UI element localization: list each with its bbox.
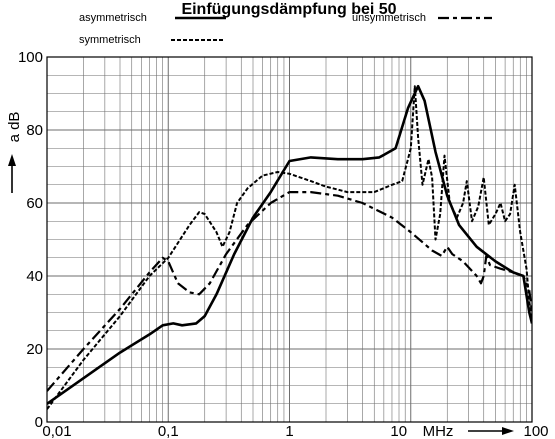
x-tick-label: 0,1 (158, 423, 179, 439)
chart-title: Einfügungsdämpfung bei 50 (181, 1, 396, 18)
x-tick-label: 1 (285, 423, 293, 439)
x-tick-label: 10 (390, 423, 407, 439)
grid (47, 57, 532, 422)
plot-frame (46, 56, 533, 423)
series-line-unsymmetrisch (47, 191, 532, 392)
y-axis-arrow (8, 154, 16, 193)
legend-label-unsymmetrisch: unsymmetrisch (352, 12, 426, 24)
y-tick-labels: 0 20 40 60 80 100 (18, 49, 43, 431)
x-tick-labels: 0,01 0,1 1 10 100 (42, 423, 548, 439)
legend-label-asymmetrisch: asymmetrisch (79, 12, 147, 24)
x-axis-unit: MHz (423, 423, 454, 439)
legend-label-symmetrisch: symmetrisch (79, 34, 141, 46)
x-tick-label: 100 (523, 423, 548, 439)
series-line-asymmetrisch (47, 84, 532, 405)
y-tick-label: 20 (26, 341, 43, 358)
y-tick-label: 60 (26, 195, 43, 212)
y-tick-label: 40 (26, 268, 43, 285)
y-axis-label: a dB (6, 112, 23, 143)
y-tick-label: 100 (18, 49, 43, 66)
x-tick-label: 0,01 (42, 423, 71, 439)
series-group (47, 84, 532, 410)
series-line-symmetrisch (47, 85, 532, 410)
legend: asymmetrisch symmetrisch unsymmetrisch (79, 12, 492, 46)
y-tick-label: 0 (35, 414, 43, 431)
y-tick-label: 80 (26, 122, 43, 139)
x-axis-arrow (468, 427, 514, 435)
